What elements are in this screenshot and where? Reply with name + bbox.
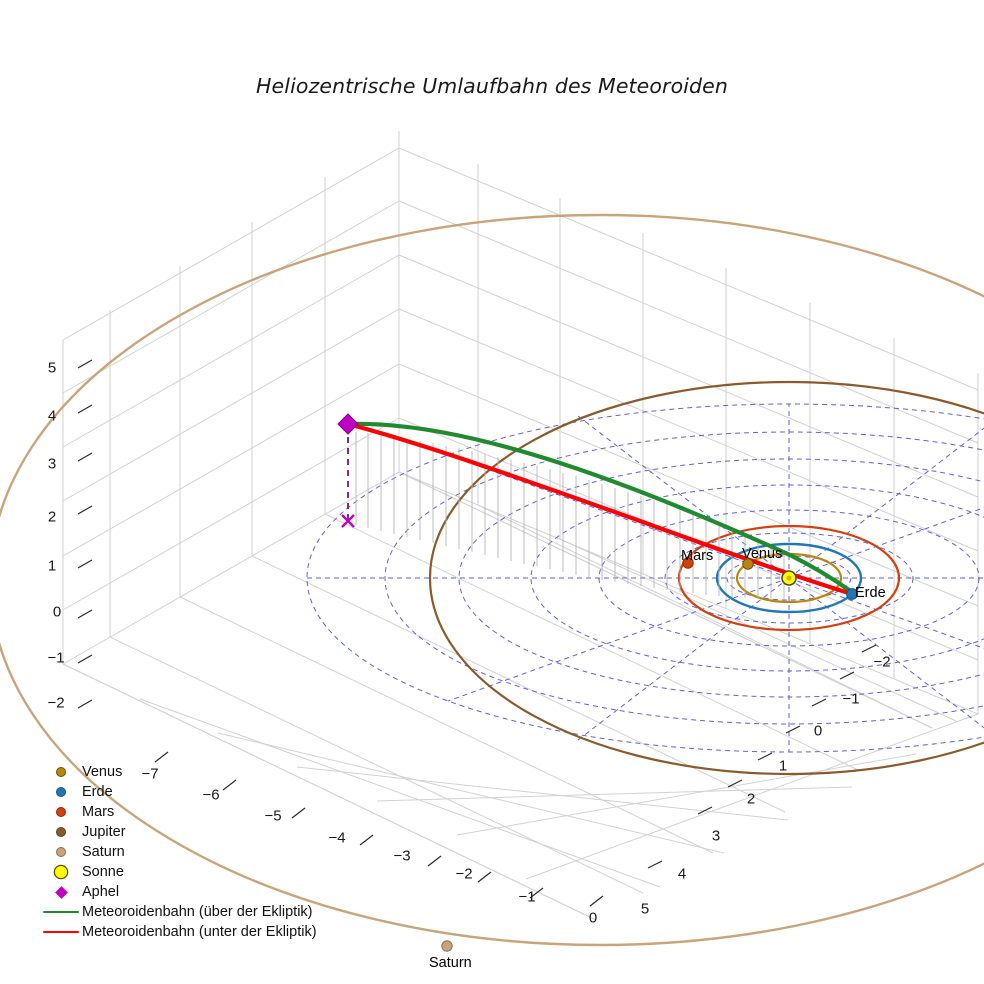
saturn-marker-icon bbox=[40, 848, 82, 856]
legend-label: Jupiter bbox=[82, 824, 126, 840]
legend-label: Mars bbox=[82, 804, 115, 820]
orbit-mars bbox=[677, 524, 901, 632]
green-line-icon bbox=[40, 910, 82, 914]
mars-marker-icon bbox=[40, 808, 82, 816]
marker-mars bbox=[682, 557, 694, 569]
legend: Venus Erde Mars Jupiter Saturn bbox=[40, 762, 340, 942]
y-tick-4: 2 bbox=[746, 790, 756, 808]
z-tick-7: −2 bbox=[47, 694, 65, 712]
orbit-jupiter bbox=[429, 380, 984, 776]
x-tick-5: −2 bbox=[455, 865, 473, 883]
annotation-saturn: Saturn bbox=[429, 955, 472, 971]
page-title: Heliozentrische Umlaufbahn des Meteoroid… bbox=[256, 74, 728, 98]
aphel-diamond-icon bbox=[40, 885, 82, 899]
z-tick-0: 5 bbox=[47, 359, 57, 377]
z-tick-4: 1 bbox=[47, 557, 57, 575]
legend-label: Meteoroidenbahn (unter der Ekliptik) bbox=[82, 924, 317, 940]
meteoroid-track-above bbox=[345, 421, 855, 595]
legend-label: Aphel bbox=[82, 884, 120, 900]
aphel-dropline bbox=[341, 426, 355, 528]
legend-label: Sonne bbox=[82, 864, 124, 880]
legend-label: Meteoroidenbahn (über der Ekliptik) bbox=[82, 904, 313, 920]
y-tick-2: 0 bbox=[813, 722, 823, 740]
legend-label: Erde bbox=[82, 784, 113, 800]
x-tick-1: −6 bbox=[202, 786, 220, 804]
y-tick-1: −1 bbox=[842, 690, 860, 708]
z-tick-5: 0 bbox=[52, 603, 62, 621]
marker-venus bbox=[742, 558, 754, 570]
red-line-icon bbox=[40, 930, 82, 934]
y-tick-0: −2 bbox=[873, 653, 891, 671]
legend-label: Venus bbox=[82, 764, 123, 780]
x-tick-3: −4 bbox=[328, 829, 346, 847]
y-tick-3: 1 bbox=[778, 757, 788, 775]
stem-lines bbox=[355, 432, 785, 600]
legend-item-jupiter[interactable]: Jupiter bbox=[40, 822, 340, 842]
x-tick-2: −5 bbox=[264, 807, 282, 825]
marker-erde bbox=[846, 588, 858, 600]
y-tick-7: 5 bbox=[640, 900, 650, 918]
orbit-erde bbox=[715, 542, 863, 614]
legend-item-aphel[interactable]: Aphel bbox=[40, 882, 340, 902]
aphel-marker bbox=[337, 413, 359, 435]
erde-marker-icon bbox=[40, 788, 82, 796]
marker-sonne bbox=[781, 570, 797, 586]
z-tick-6: −1 bbox=[47, 649, 65, 667]
y-tick-6: 4 bbox=[677, 865, 687, 883]
legend-item-sonne[interactable]: Sonne bbox=[40, 862, 340, 882]
annotation-mars: Mars bbox=[681, 548, 714, 564]
z-tick-2: 3 bbox=[47, 455, 57, 473]
annotation-venus: Venus bbox=[742, 546, 783, 562]
legend-item-track-above[interactable]: Meteoroidenbahn (über der Ekliptik) bbox=[40, 902, 340, 922]
marker-saturn bbox=[441, 940, 453, 952]
jupiter-marker-icon bbox=[40, 828, 82, 836]
venus-marker-icon bbox=[40, 768, 82, 776]
axis-spines bbox=[77, 359, 877, 907]
orbit-saturn bbox=[0, 213, 984, 947]
sonne-marker-icon bbox=[40, 866, 82, 878]
pane-grid-back bbox=[62, 131, 979, 715]
x-tick-6: −1 bbox=[518, 888, 536, 906]
x-tick-0: −7 bbox=[141, 765, 159, 783]
legend-item-venus[interactable]: Venus bbox=[40, 762, 340, 782]
x-tick-7: 0 bbox=[588, 909, 598, 927]
z-tick-1: 4 bbox=[47, 407, 57, 425]
annotation-erde: Erde bbox=[855, 585, 886, 601]
legend-item-erde[interactable]: Erde bbox=[40, 782, 340, 802]
legend-item-saturn[interactable]: Saturn bbox=[40, 842, 340, 862]
legend-item-mars[interactable]: Mars bbox=[40, 802, 340, 822]
pane-grid-floor bbox=[62, 471, 979, 921]
x-tick-4: −3 bbox=[393, 847, 411, 865]
legend-label: Saturn bbox=[82, 844, 125, 860]
z-tick-3: 2 bbox=[47, 508, 57, 526]
y-tick-5: 3 bbox=[711, 827, 721, 845]
legend-item-track-below[interactable]: Meteoroidenbahn (unter der Ekliptik) bbox=[40, 922, 340, 942]
